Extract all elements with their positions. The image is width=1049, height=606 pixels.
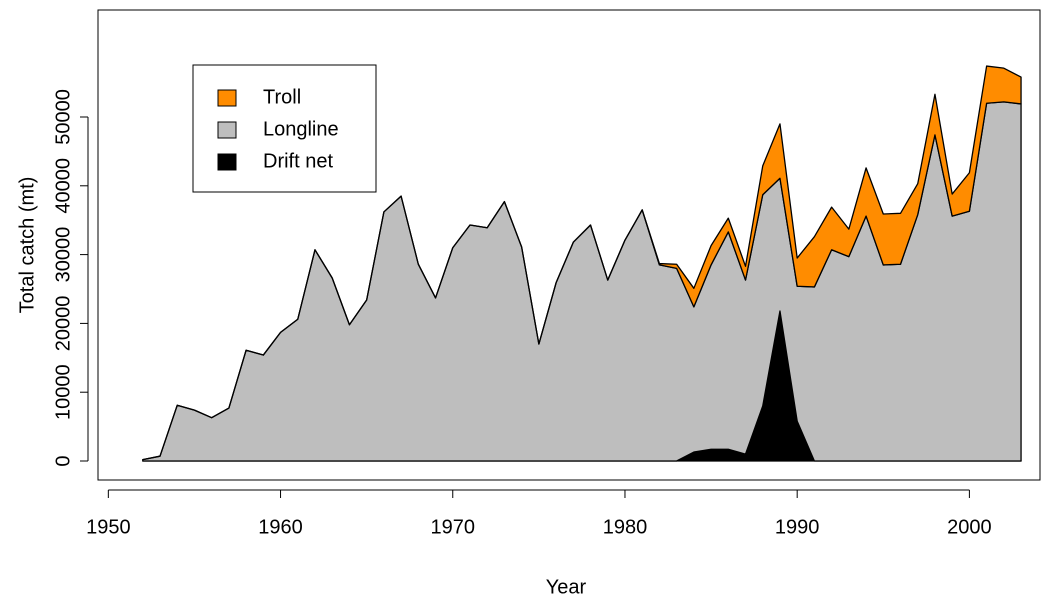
- legend-label: Troll: [263, 86, 301, 108]
- x-tick-label: 1990: [775, 516, 820, 538]
- area: [142, 65, 1022, 461]
- legend-swatch: [217, 121, 237, 139]
- y-tick-label: 0: [52, 455, 74, 466]
- plot-frame: [97, 9, 1041, 481]
- y-tick-label: 50000: [52, 89, 74, 145]
- x-axis-label: Year: [546, 576, 587, 598]
- x-tick-label: 1970: [431, 516, 476, 538]
- x-tick-label: 2000: [947, 516, 992, 538]
- y-tick-label: 40000: [52, 158, 74, 214]
- y-tick-label: 30000: [52, 227, 74, 283]
- x-tick-label: 1950: [86, 516, 131, 538]
- x-tick-label: 1960: [258, 516, 303, 538]
- y-tick-label: 20000: [52, 296, 74, 352]
- x-tick-label: 1980: [603, 516, 648, 538]
- legend-label: Longline: [263, 118, 339, 140]
- y-tick-label: 10000: [52, 364, 74, 420]
- y-axis-label: Total catch (mt): [16, 177, 38, 314]
- legend-swatch: [217, 89, 237, 107]
- legend-label: Drift net: [263, 150, 333, 172]
- legend-swatch: [217, 153, 237, 171]
